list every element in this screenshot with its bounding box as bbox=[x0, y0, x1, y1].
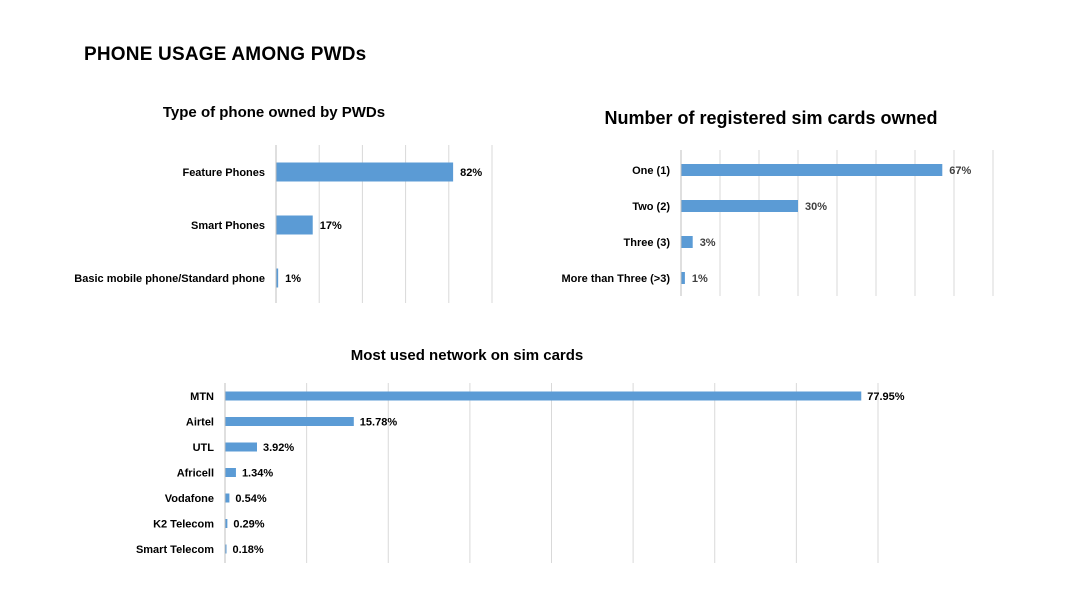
network-value-label: 3.92% bbox=[263, 442, 294, 454]
network-bar bbox=[225, 544, 227, 554]
phone-type-value-label: 1% bbox=[285, 273, 301, 285]
network-bar bbox=[225, 391, 862, 401]
network-category-label: UTL bbox=[193, 442, 215, 454]
phone-type-value-label: 17% bbox=[320, 220, 342, 232]
sim-cards-value-label: 3% bbox=[700, 237, 716, 249]
network-value-label: 0.54% bbox=[235, 493, 266, 505]
phone-type-bar bbox=[276, 268, 279, 288]
network-category-label: Africell bbox=[177, 467, 214, 479]
network-bar bbox=[225, 468, 236, 477]
network-bar bbox=[225, 417, 354, 426]
network-category-label: Airtel bbox=[186, 416, 214, 428]
phone-type-bar bbox=[276, 215, 313, 235]
chart-title-phone-type: Type of phone owned by PWDs bbox=[162, 104, 386, 121]
network-value-label: 77.95% bbox=[867, 391, 905, 403]
sim-cards-value-label: 1% bbox=[692, 273, 708, 285]
network-value-label: 15.78% bbox=[360, 416, 398, 428]
phone-type-category-label: Basic mobile phone/Standard phone bbox=[74, 273, 265, 285]
chart-title-network: Most used network on sim cards bbox=[350, 347, 584, 364]
sim-cards-category-label: More than Three (>3) bbox=[562, 273, 671, 285]
phone-type-value-label: 82% bbox=[460, 167, 482, 179]
sim-cards-bar bbox=[681, 272, 685, 284]
network-category-label: Smart Telecom bbox=[136, 544, 214, 556]
network-category-label: K2 Telecom bbox=[153, 518, 214, 530]
phone-type-bar bbox=[276, 162, 454, 182]
sim-cards-category-label: Two (2) bbox=[632, 201, 670, 213]
chart-title-sim-cards: Number of registered sim cards owned bbox=[604, 108, 938, 128]
network-category-label: MTN bbox=[190, 391, 214, 403]
sim-cards-category-label: Three (3) bbox=[624, 237, 671, 249]
sim-cards-bar bbox=[681, 164, 943, 176]
page-title: PHONE USAGE AMONG PWDs bbox=[84, 44, 367, 65]
sim-cards-category-label: One (1) bbox=[632, 165, 670, 177]
network-bar bbox=[225, 442, 257, 452]
sim-cards-bar bbox=[681, 200, 798, 212]
network-bar bbox=[225, 493, 230, 503]
phone-type-category-label: Feature Phones bbox=[182, 167, 265, 179]
phone-type-category-label: Smart Phones bbox=[191, 220, 265, 232]
sim-cards-value-label: 67% bbox=[949, 165, 971, 177]
sim-cards-bar bbox=[681, 236, 693, 248]
network-value-label: 1.34% bbox=[242, 467, 273, 479]
network-value-label: 0.18% bbox=[233, 544, 264, 556]
sim-cards-value-label: 30% bbox=[805, 201, 827, 213]
network-bar bbox=[225, 519, 228, 528]
network-value-label: 0.29% bbox=[233, 518, 264, 530]
network-category-label: Vodafone bbox=[165, 493, 214, 505]
